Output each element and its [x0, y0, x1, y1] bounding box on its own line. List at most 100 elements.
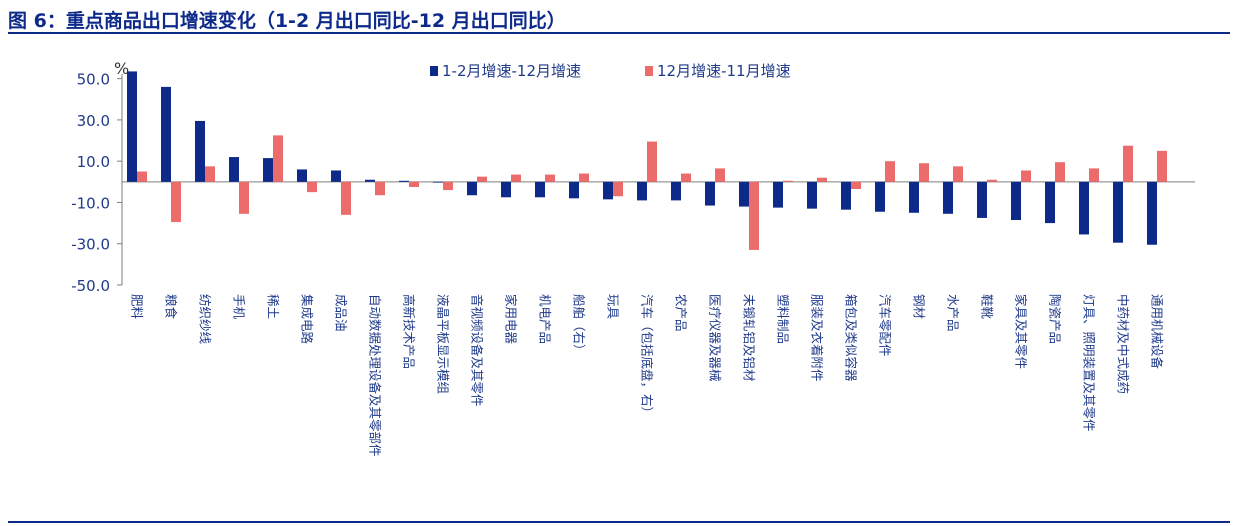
bar-series2-6	[341, 181, 351, 215]
x-tick-label: 汽车（包括底盘，右）	[640, 294, 655, 419]
y-tick-label: -10.0	[71, 194, 110, 212]
x-tick-label: 通用机械设备	[1150, 294, 1165, 370]
bar-series1-2	[195, 120, 205, 182]
bar-series2-22	[885, 161, 895, 182]
bar-series2-0	[137, 171, 147, 182]
x-tick-label: 汽车零配件	[878, 294, 893, 357]
y-tick-label: -30.0	[71, 236, 110, 254]
x-tick-label: 灯具、照明装置及其零件	[1082, 294, 1097, 432]
bar-series1-22	[875, 181, 885, 212]
x-tick-label: 箱包及类似容器	[844, 294, 859, 382]
x-tick-label: 高新技术产品	[402, 294, 417, 369]
legend-label-1: 1-2月增速-12月增速	[442, 62, 581, 80]
x-tick-label: 音视频设备及其零件	[470, 294, 485, 407]
x-tick-label: 陶瓷产品	[1048, 294, 1063, 344]
bar-series2-10	[477, 176, 487, 182]
x-tick-label: 中药材及中式成药	[1116, 294, 1131, 394]
x-tick-label: 肥料	[130, 294, 145, 320]
bar-series2-19	[783, 180, 793, 182]
legend-label-2: 12月增速-11月增速	[657, 62, 791, 80]
y-tick-label: 50.0	[77, 71, 110, 89]
bar-series1-29	[1113, 181, 1123, 243]
bar-series1-14	[603, 181, 613, 200]
bar-series2-3	[239, 181, 249, 214]
bar-series2-27	[1055, 162, 1065, 182]
x-tick-label: 塑料制品	[776, 294, 791, 344]
bar-series2-29	[1123, 145, 1133, 182]
bar-series1-18	[739, 181, 749, 207]
bar-series2-12	[545, 174, 555, 182]
bar-series1-13	[569, 181, 579, 199]
figure-title: 图 6：重点商品出口增速变化（1-2 月出口同比-12 月出口同比）	[8, 10, 566, 32]
x-tick-label: 粮食	[164, 294, 179, 320]
bar-series2-23	[919, 163, 929, 182]
x-tick-label: 家用电器	[504, 294, 519, 345]
bar-series1-3	[229, 157, 239, 182]
bar-series1-0	[127, 71, 137, 182]
bar-series2-8	[409, 181, 419, 187]
bar-series1-7	[365, 179, 375, 182]
x-tick-label: 纺织纱线	[198, 294, 213, 345]
bar-series2-14	[613, 181, 623, 197]
x-tick-label: 稀土	[266, 294, 281, 319]
x-tick-label: 水产品	[946, 294, 961, 332]
bar-series1-25	[977, 181, 987, 218]
legend-swatch-1	[430, 66, 438, 76]
bar-series1-12	[535, 181, 545, 198]
x-tick-label: 手机	[232, 294, 247, 320]
x-tick-label: 医疗仪器及器械	[708, 294, 723, 382]
x-tick-label: 农产品	[674, 294, 689, 332]
bar-series2-5	[307, 181, 317, 193]
bar-series1-17	[705, 181, 715, 206]
bar-series2-28	[1089, 168, 1099, 182]
y-tick-label: 10.0	[77, 153, 110, 171]
bar-series1-21	[841, 181, 851, 210]
bar-series2-13	[579, 173, 589, 182]
bar-series2-9	[443, 181, 453, 191]
bar-series1-10	[467, 181, 477, 196]
bar-series1-8	[399, 180, 409, 182]
bar-series1-1	[161, 86, 171, 182]
legend-swatch-2	[645, 66, 653, 76]
bar-series2-24	[953, 166, 963, 182]
y-tick-label: 30.0	[77, 112, 110, 130]
bar-series1-6	[331, 170, 341, 182]
bar-series1-26	[1011, 181, 1021, 220]
bottom-divider	[8, 521, 1230, 523]
x-tick-label: 船舶（右）	[572, 294, 587, 357]
bar-series2-4	[273, 135, 283, 182]
x-tick-label: 服装及衣着附件	[810, 294, 825, 382]
x-tick-label: 成品油	[334, 294, 349, 332]
bar-series2-21	[851, 181, 861, 190]
x-tick-label: 机电产品	[538, 294, 553, 344]
bar-series2-11	[511, 174, 521, 182]
bar-series2-16	[681, 173, 691, 182]
x-tick-label: 鞋靴	[980, 294, 995, 320]
bar-series2-20	[817, 177, 827, 182]
bar-series2-18	[749, 181, 759, 250]
x-tick-label: 液晶平板显示模组	[436, 294, 451, 394]
bar-series2-7	[375, 181, 385, 196]
y-axis-unit: %	[114, 59, 129, 78]
bar-series1-24	[943, 181, 953, 214]
bar-series2-1	[171, 181, 181, 223]
bar-series1-15	[637, 181, 647, 201]
bar-series2-15	[647, 141, 657, 182]
bar-series1-11	[501, 181, 511, 198]
bar-series1-4	[263, 158, 273, 182]
bar-series2-26	[1021, 170, 1031, 182]
x-tick-label: 集成电路	[300, 294, 315, 345]
bar-series1-19	[773, 181, 783, 208]
bar-series1-5	[297, 169, 307, 182]
title-divider	[8, 32, 1230, 34]
bar-series1-27	[1045, 181, 1055, 224]
bar-series1-16	[671, 181, 681, 201]
bar-series2-2	[205, 166, 215, 182]
bar-series1-30	[1147, 181, 1157, 245]
bar-series2-25	[987, 179, 997, 182]
bar-series1-9	[433, 181, 443, 183]
bar-series1-28	[1079, 181, 1089, 235]
y-tick-label: -50.0	[71, 277, 110, 295]
x-tick-label: 自动数据处理设备及其零部件	[368, 294, 383, 457]
